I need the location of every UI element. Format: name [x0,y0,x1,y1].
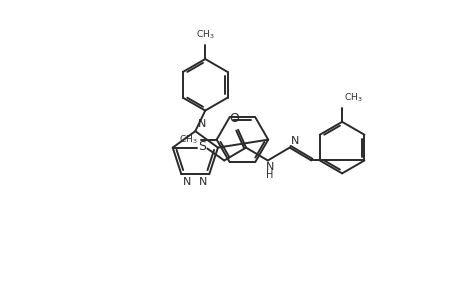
Text: N: N [183,177,191,187]
Text: CH$_3$: CH$_3$ [179,134,197,146]
Text: CH$_3$: CH$_3$ [343,92,362,104]
Text: O: O [229,112,239,125]
Text: H: H [266,170,273,180]
Text: N: N [198,119,206,129]
Text: N: N [198,177,207,187]
Text: N: N [290,136,298,146]
Text: S: S [198,140,206,153]
Text: CH$_3$: CH$_3$ [196,29,214,41]
Text: N: N [265,163,274,172]
